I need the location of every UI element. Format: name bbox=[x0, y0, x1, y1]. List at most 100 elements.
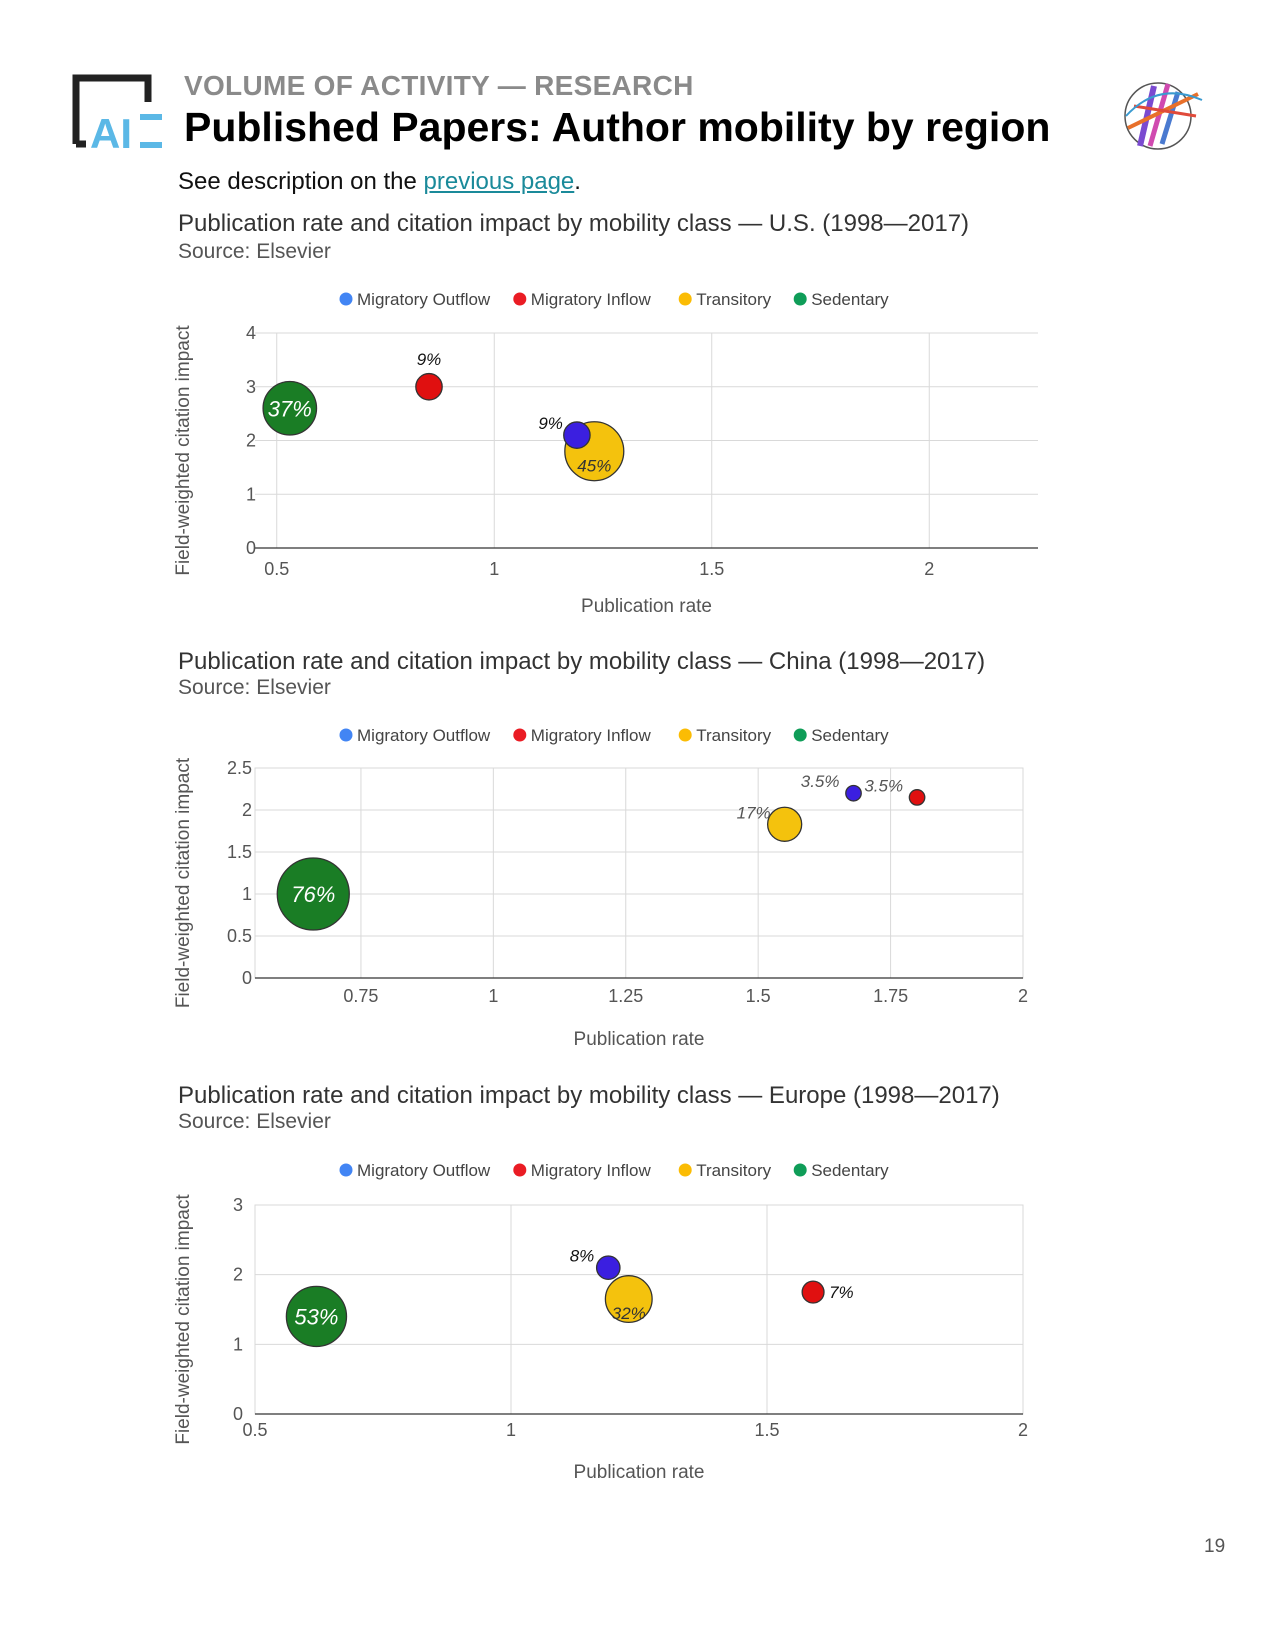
legend-label: Migratory Inflow bbox=[531, 1161, 652, 1180]
cai-logo: AI bbox=[72, 74, 162, 154]
bubble-transitory bbox=[766, 806, 803, 842]
bubble-migratory-outflow bbox=[845, 784, 862, 802]
bubbles bbox=[276, 784, 926, 931]
data-label-migratory-inflow: 7% bbox=[829, 1283, 854, 1302]
page-title: Published Papers: Author mobility by reg… bbox=[184, 104, 1051, 150]
plot-frame bbox=[254, 767, 1024, 979]
legend-marker bbox=[513, 1163, 527, 1177]
y-tick-label: 0.5 bbox=[227, 926, 252, 946]
data-label-sedentary: 37% bbox=[268, 396, 312, 421]
legend: Migratory Outflow Migratory Inflow Transit… bbox=[339, 726, 889, 745]
bubble-migratory-outflow bbox=[595, 1255, 621, 1281]
legend: Migratory Outflow Migratory Inflow Transit… bbox=[339, 290, 889, 309]
y-tick-label: 2 bbox=[233, 1265, 243, 1285]
legend-marker bbox=[678, 1163, 692, 1177]
x-tick-label: 2 bbox=[924, 559, 934, 579]
legend-marker bbox=[678, 292, 692, 306]
x-tick-label: 1 bbox=[489, 559, 499, 579]
description-text: See description on the previous page. bbox=[178, 168, 581, 196]
chart-source-europe: Source: Elsevier bbox=[178, 1110, 331, 1133]
legend-label: Transitory bbox=[696, 726, 771, 745]
chart-us: 0 1 2 3 4 0.5 1 1.5 2 Publication rate Field-weigh… bbox=[173, 290, 1038, 617]
x-tick-label: 1 bbox=[506, 1420, 516, 1440]
legend-label: Migratory Inflow bbox=[531, 726, 652, 745]
x-tick-label: 1.5 bbox=[699, 559, 724, 579]
legend-marker bbox=[339, 292, 353, 306]
bubbles bbox=[262, 372, 625, 482]
previous-page-link[interactable]: previous page bbox=[423, 168, 575, 195]
y-tick-label: 0 bbox=[233, 1404, 243, 1424]
legend-label: Migratory Outflow bbox=[357, 1161, 491, 1180]
legend-marker bbox=[678, 728, 692, 742]
y-tick-label: 3 bbox=[246, 377, 256, 397]
data-label-sedentary: 76% bbox=[291, 882, 335, 907]
ai-index-emblem bbox=[1124, 82, 1203, 150]
bubble-sedentary bbox=[276, 857, 350, 931]
bubble-migratory-inflow bbox=[801, 1280, 825, 1304]
bubbles bbox=[285, 1255, 825, 1348]
y-tick-label: 1 bbox=[233, 1334, 243, 1354]
grid bbox=[254, 767, 1024, 979]
y-axis-title: Field-weighted citation impact bbox=[173, 325, 194, 576]
legend-marker bbox=[339, 1163, 353, 1177]
legend-marker bbox=[793, 1163, 807, 1177]
legend: Migratory Outflow Migratory Inflow Transit… bbox=[339, 1161, 889, 1180]
legend-marker bbox=[513, 292, 527, 306]
bubble-sedentary bbox=[262, 380, 318, 436]
y-tick-label: 2 bbox=[242, 800, 252, 820]
legend-label: Migratory Outflow bbox=[357, 726, 491, 745]
bubble-migratory-inflow bbox=[415, 372, 443, 401]
data-label-transitory: 45% bbox=[577, 456, 611, 475]
x-tick-label: 2 bbox=[1018, 986, 1028, 1006]
y-tick-label: 3 bbox=[233, 1195, 243, 1215]
y-tick-label: 1 bbox=[246, 484, 256, 504]
x-tick-label: 1.5 bbox=[746, 986, 771, 1006]
bubble-migratory-inflow bbox=[908, 789, 926, 806]
grid bbox=[255, 332, 1038, 549]
legend-marker bbox=[793, 292, 807, 306]
x-tick-label: 2 bbox=[1018, 1420, 1028, 1440]
data-label-migratory-outflow: 3.5% bbox=[801, 772, 840, 791]
description-suffix: . bbox=[574, 168, 581, 195]
legend-label: Transitory bbox=[696, 290, 771, 309]
bubble-migratory-outflow bbox=[563, 421, 591, 449]
chart-source-china: Source: Elsevier bbox=[178, 676, 331, 699]
chart-title-us: Publication rate and citation impact by … bbox=[178, 210, 970, 237]
data-label-migratory-inflow: 3.5% bbox=[864, 776, 903, 795]
svg-text:AI: AI bbox=[90, 110, 132, 154]
y-axis-title: Field-weighted citation impact bbox=[173, 1194, 194, 1445]
data-label-transitory: 32% bbox=[612, 1304, 646, 1323]
data-label-migratory-inflow: 9% bbox=[417, 350, 442, 369]
data-label-transitory: 17% bbox=[737, 803, 771, 822]
y-tick-label: 2.5 bbox=[227, 758, 252, 778]
legend-label: Migratory Inflow bbox=[531, 290, 652, 309]
y-axis-title: Field-weighted citation impact bbox=[173, 757, 194, 1008]
data-label-migratory-outflow: 9% bbox=[538, 414, 563, 433]
legend-label: Sedentary bbox=[811, 1161, 889, 1180]
y-tick-label: 0 bbox=[246, 538, 256, 558]
x-tick-label: 0.75 bbox=[343, 986, 378, 1006]
description-prefix: See description on the bbox=[178, 168, 424, 195]
x-tick-label: 1 bbox=[488, 986, 498, 1006]
grid bbox=[254, 1204, 1024, 1415]
y-tick-label: 1 bbox=[242, 884, 252, 904]
section-kicker: VOLUME OF ACTIVITY — RESEARCH bbox=[184, 70, 694, 101]
x-tick-label: 0.5 bbox=[264, 559, 289, 579]
legend-label: Sedentary bbox=[811, 290, 889, 309]
chart-title-europe: Publication rate and citation impact by … bbox=[178, 1082, 1000, 1109]
x-axis-title: Publication rate bbox=[581, 596, 712, 617]
legend-marker bbox=[339, 728, 353, 742]
page-number: 19 bbox=[1204, 1536, 1226, 1557]
x-axis-title: Publication rate bbox=[574, 1029, 705, 1050]
x-tick-label: 1.25 bbox=[608, 986, 643, 1006]
y-tick-label: 4 bbox=[246, 323, 256, 343]
x-axis-title: Publication rate bbox=[574, 1462, 705, 1483]
chart-source-us: Source: Elsevier bbox=[178, 240, 331, 263]
y-tick-label: 1.5 bbox=[227, 842, 252, 862]
chart-europe: 0 1 2 3 0.5 1 1.5 2 Publication rate Field-weight… bbox=[173, 1161, 1028, 1483]
legend-label: Sedentary bbox=[811, 726, 889, 745]
y-tick-label: 2 bbox=[246, 431, 256, 451]
x-tick-label: 1.75 bbox=[873, 986, 908, 1006]
chart-china: 0 0.5 1 1.5 2 2.5 0.75 1 1.25 1.5 1.75 2 Publication… bbox=[173, 726, 1028, 1050]
bubble-transitory bbox=[604, 1275, 653, 1324]
